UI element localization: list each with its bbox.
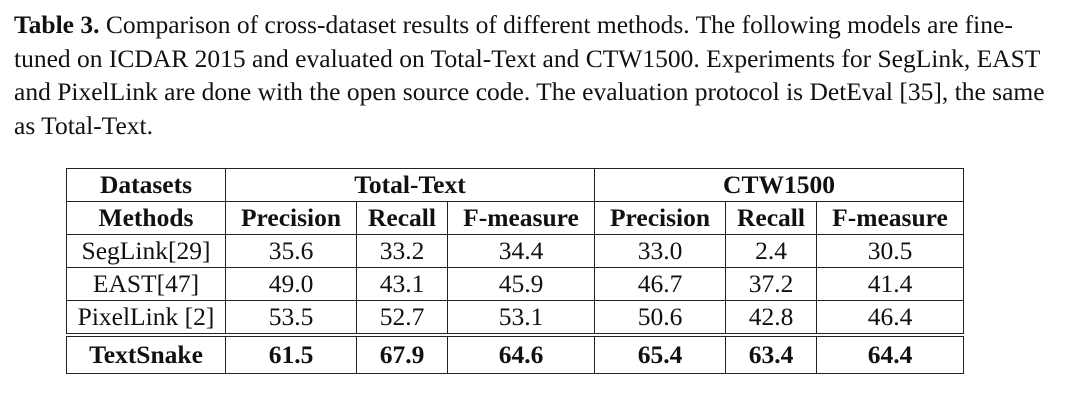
value-cell: 43.1 [356,267,448,301]
method-cell: SegLink[29] [66,234,226,268]
value-cell: 67.9 [356,333,448,374]
value-cell: 49.0 [225,267,357,301]
header-group-total-text: Total-Text [225,168,595,202]
caption-label: Table 3. [14,10,100,39]
header-metric: Precision [594,201,726,235]
results-table: Datasets Total-Text CTW1500 Methods Prec… [66,168,964,374]
results-table-container: Datasets Total-Text CTW1500 Methods Prec… [66,168,964,374]
value-cell: 33.2 [356,234,448,268]
method-cell: EAST[47] [66,267,226,301]
header-row-datasets: Datasets Total-Text CTW1500 [66,168,964,202]
value-cell: 37.2 [725,267,817,301]
table-row: EAST[47] 49.0 43.1 45.9 46.7 37.2 41.4 [66,267,964,301]
value-cell: 46.7 [594,267,726,301]
method-cell: TextSnake [66,333,226,374]
value-cell: 42.8 [725,300,817,336]
value-cell: 64.4 [816,333,964,374]
header-datasets: Datasets [66,168,226,202]
value-cell: 53.1 [447,300,595,336]
value-cell: 50.6 [594,300,726,336]
value-cell: 35.6 [225,234,357,268]
value-cell: 52.7 [356,300,448,336]
header-metric: Recall [725,201,817,235]
table-row: PixelLink [2] 53.5 52.7 53.1 50.6 42.8 4… [66,300,964,336]
table-caption: Table 3. Comparison of cross-dataset res… [14,8,1050,142]
value-cell: 46.4 [816,300,964,336]
value-cell: 34.4 [447,234,595,268]
header-row-methods: Methods Precision Recall F-measure Preci… [66,201,964,235]
value-cell: 2.4 [725,234,817,268]
caption-text: Comparison of cross-dataset results of d… [14,10,1045,140]
header-metric: Precision [225,201,357,235]
value-cell: 53.5 [225,300,357,336]
table-row-highlight: TextSnake 61.5 67.9 64.6 65.4 63.4 64.4 [66,333,964,374]
value-cell: 41.4 [816,267,964,301]
value-cell: 64.6 [447,333,595,374]
header-metric: F-measure [816,201,964,235]
value-cell: 61.5 [225,333,357,374]
value-cell: 30.5 [816,234,964,268]
header-methods: Methods [66,201,226,235]
header-metric: F-measure [447,201,595,235]
value-cell: 65.4 [594,333,726,374]
value-cell: 45.9 [447,267,595,301]
header-metric: Recall [356,201,448,235]
value-cell: 63.4 [725,333,817,374]
header-group-ctw1500: CTW1500 [594,168,964,202]
method-cell: PixelLink [2] [66,300,226,336]
table-row: SegLink[29] 35.6 33.2 34.4 33.0 2.4 30.5 [66,234,964,268]
value-cell: 33.0 [594,234,726,268]
